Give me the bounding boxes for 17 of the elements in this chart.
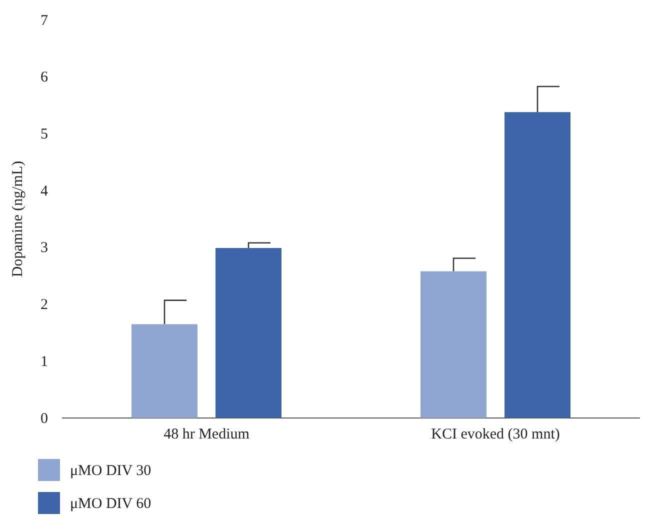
legend-label: μMO DIV 60 xyxy=(70,496,152,512)
bar xyxy=(504,112,570,418)
bar xyxy=(132,324,198,418)
y-tick-label: 6 xyxy=(40,70,48,86)
x-tick-label: KCI evoked (30 mnt) xyxy=(431,426,560,443)
y-tick-label: 1 xyxy=(40,354,48,370)
y-tick-label: 2 xyxy=(40,297,48,314)
y-tick-label: 0 xyxy=(40,410,48,427)
y-tick-label: 4 xyxy=(40,183,48,200)
legend-label: μMO DIV 30 xyxy=(70,463,152,479)
y-tick-label: 5 xyxy=(40,126,48,143)
y-tick-label: 7 xyxy=(40,12,48,29)
y-axis-title: Dopamine (ng/mL) xyxy=(10,160,26,278)
y-tick-label: 3 xyxy=(40,240,48,256)
bar xyxy=(420,271,486,418)
bar xyxy=(216,248,282,418)
x-tick-label: 48 hr Medium xyxy=(164,426,250,443)
